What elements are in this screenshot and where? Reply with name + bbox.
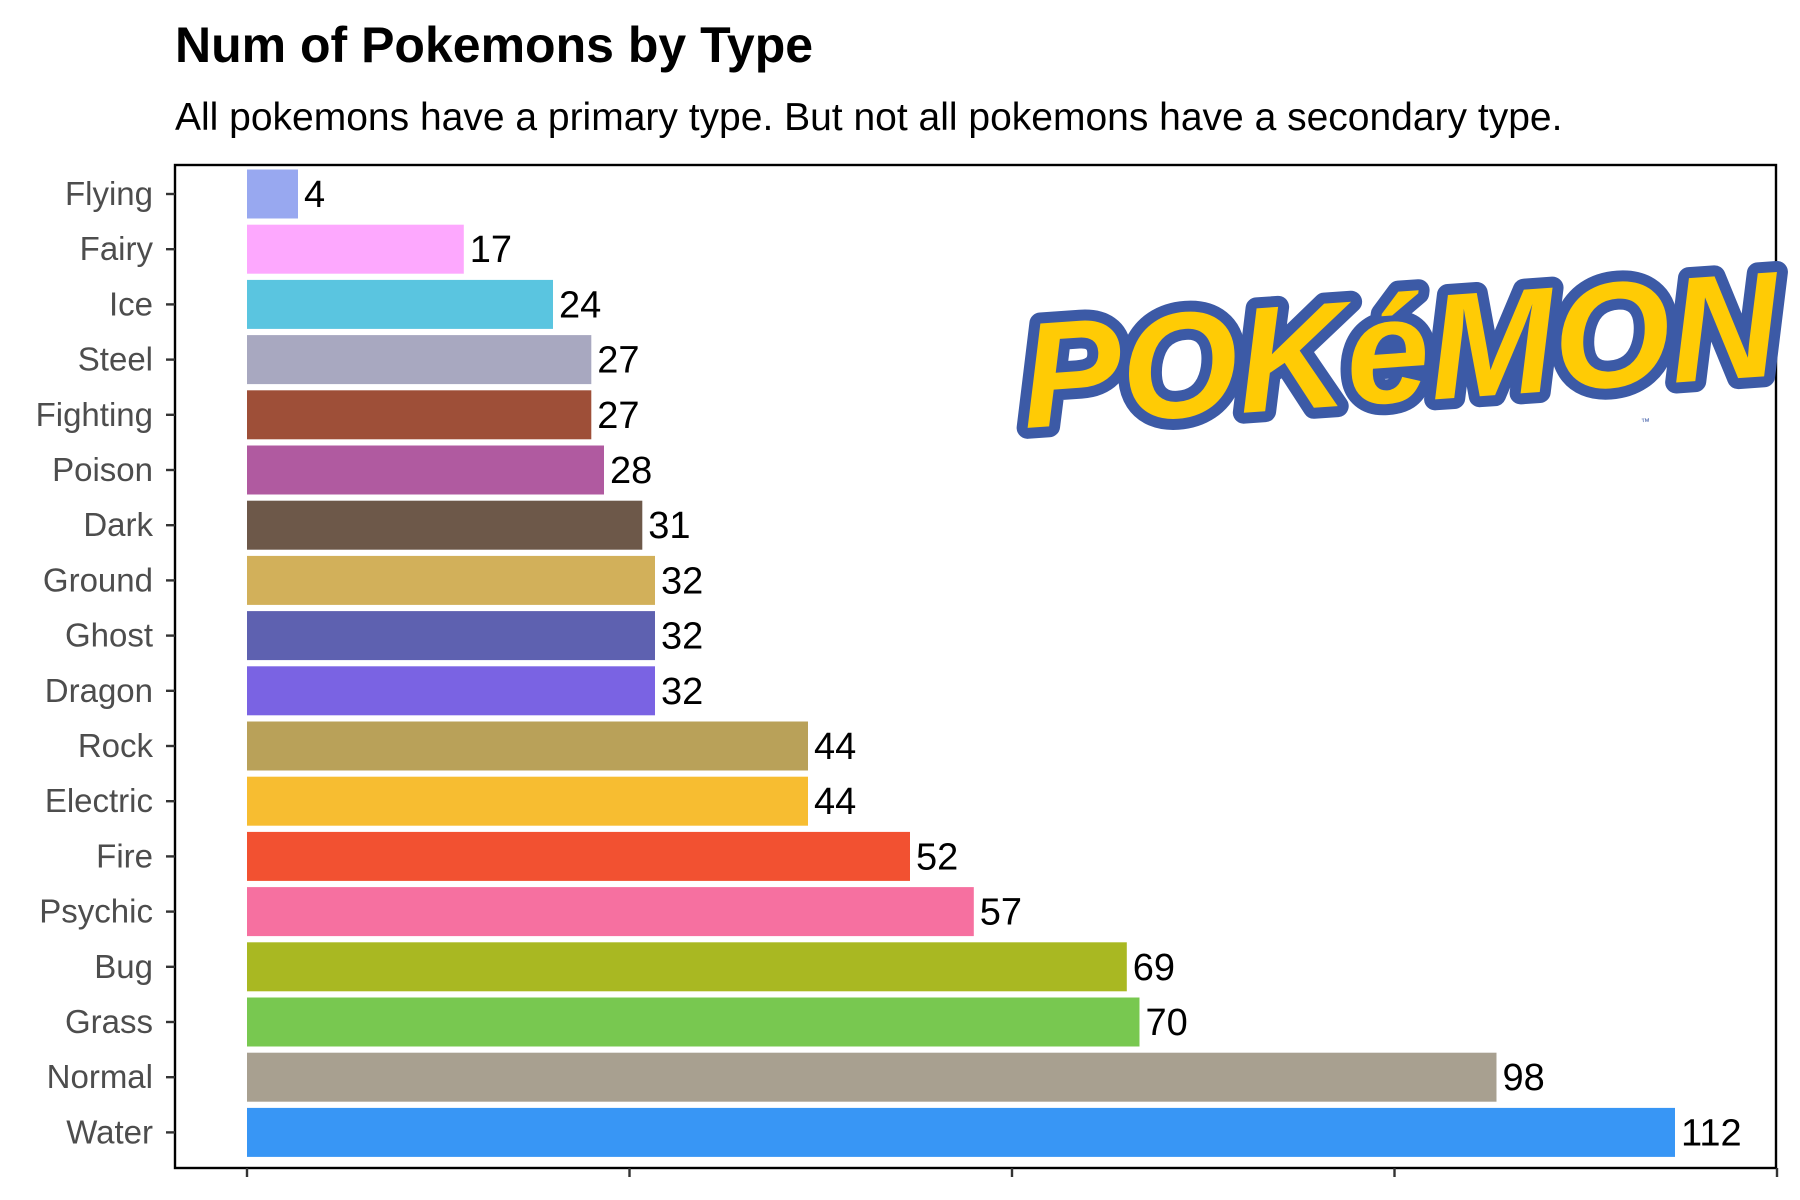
category-label-normal: Normal xyxy=(47,1058,153,1095)
bar-ground xyxy=(247,555,655,605)
bar-flying xyxy=(247,169,298,219)
value-label-grass: 70 xyxy=(1146,1002,1188,1044)
bar-dragon xyxy=(247,666,655,716)
bar-normal xyxy=(247,1052,1497,1102)
category-label-steel: Steel xyxy=(78,341,153,378)
plot-panel-border xyxy=(173,163,1778,1170)
category-label-bug: Bug xyxy=(94,948,153,985)
value-label-fairy: 17 xyxy=(470,229,512,271)
category-label-rock: Rock xyxy=(78,727,154,764)
category-label-electric: Electric xyxy=(45,782,153,819)
value-label-electric: 44 xyxy=(814,781,856,823)
value-label-steel: 27 xyxy=(597,340,639,382)
category-label-water: Water xyxy=(66,1113,153,1150)
bar-fairy xyxy=(247,224,464,274)
value-label-water: 112 xyxy=(1681,1112,1742,1154)
bar-fighting xyxy=(247,390,592,440)
value-label-ground: 32 xyxy=(661,560,703,602)
category-label-psychic: Psychic xyxy=(39,893,153,930)
category-label-dragon: Dragon xyxy=(45,672,153,709)
pokemon-logo: POKéMON ™ xyxy=(1005,228,1798,471)
category-label-fighting: Fighting xyxy=(36,396,153,433)
value-label-fighting: 27 xyxy=(597,395,639,437)
category-label-ghost: Ghost xyxy=(65,617,153,654)
value-label-flying: 4 xyxy=(304,174,325,216)
value-label-ghost: 32 xyxy=(661,616,703,658)
bar-fire xyxy=(247,831,910,881)
logo-wordmark: POKéMON xyxy=(1016,239,1787,460)
value-label-dragon: 32 xyxy=(661,671,703,713)
bar-ice xyxy=(247,279,553,329)
category-label-flying: Flying xyxy=(65,175,153,212)
category-label-ground: Ground xyxy=(43,561,153,598)
bar-psychic xyxy=(247,887,974,937)
bar-rock xyxy=(247,721,808,771)
bar-ghost xyxy=(247,611,655,661)
chart-subtitle: All pokemons have a primary type. But no… xyxy=(175,96,1562,139)
axis-layer: Flying Fairy Ice Steel Fighting Poison Dark Gro… xyxy=(36,175,1779,1177)
bar-electric xyxy=(247,776,808,826)
category-label-ice: Ice xyxy=(109,285,153,322)
bar-bug xyxy=(247,942,1127,992)
value-label-normal: 98 xyxy=(1503,1057,1545,1099)
value-label-dark: 31 xyxy=(648,505,690,547)
category-label-grass: Grass xyxy=(65,1003,153,1040)
value-label-ice: 24 xyxy=(559,284,601,326)
bar-steel xyxy=(247,335,592,385)
category-label-fairy: Fairy xyxy=(80,230,154,267)
bar-water xyxy=(247,1107,1675,1157)
bar-grass xyxy=(247,997,1140,1047)
chart-title: Num of Pokemons by Type xyxy=(175,17,813,73)
category-label-dark: Dark xyxy=(83,506,153,543)
value-label-poison: 28 xyxy=(610,450,652,492)
value-label-psychic: 57 xyxy=(980,892,1022,934)
bar-poison xyxy=(247,445,604,495)
value-label-rock: 44 xyxy=(814,726,856,768)
category-label-poison: Poison xyxy=(52,451,153,488)
value-label-fire: 52 xyxy=(916,836,958,878)
category-label-fire: Fire xyxy=(96,837,153,874)
logo-trademark: ™ xyxy=(1641,416,1651,427)
bar-dark xyxy=(247,500,643,550)
value-label-bug: 69 xyxy=(1133,947,1175,989)
bars-layer: 4 17 24 27 27 28 31 32 32 32 44 44 52 57 69 70 98 112 xyxy=(247,169,1742,1157)
